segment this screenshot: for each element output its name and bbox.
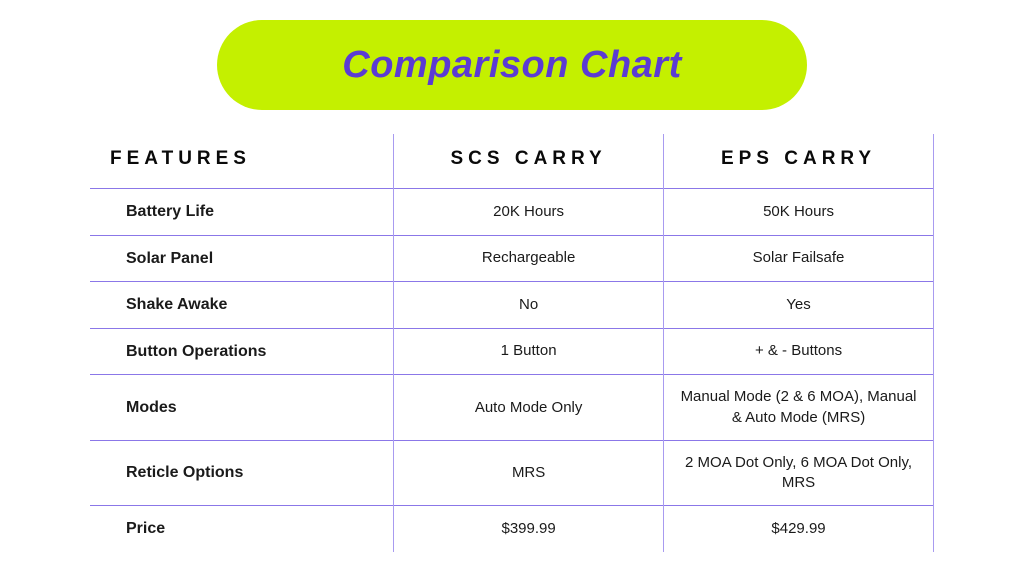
eps-value: Solar Failsafe <box>664 235 934 282</box>
scs-value: Rechargeable <box>394 235 664 282</box>
table-row: Shake Awake No Yes <box>90 282 934 329</box>
eps-value: 50K Hours <box>664 189 934 236</box>
eps-value: $429.99 <box>664 506 934 552</box>
eps-value: 2 MOA Dot Only, 6 MOA Dot Only, MRS <box>664 440 934 506</box>
col-header-scs: SCS CARRY <box>394 134 664 189</box>
title-pill: Comparison Chart <box>217 20 807 110</box>
eps-value: + & - Buttons <box>664 328 934 375</box>
col-header-features: FEATURES <box>90 134 394 189</box>
scs-value: Auto Mode Only <box>394 375 664 441</box>
scs-value: No <box>394 282 664 329</box>
table-row: Button Operations 1 Button + & - Buttons <box>90 328 934 375</box>
table-row: Reticle Options MRS 2 MOA Dot Only, 6 MO… <box>90 440 934 506</box>
scs-value: MRS <box>394 440 664 506</box>
table-row: Battery Life 20K Hours 50K Hours <box>90 189 934 236</box>
feature-label: Button Operations <box>90 328 394 375</box>
table-row: Solar Panel Rechargeable Solar Failsafe <box>90 235 934 282</box>
eps-value: Manual Mode (2 & 6 MOA), Manual & Auto M… <box>664 375 934 441</box>
feature-label: Reticle Options <box>90 440 394 506</box>
scs-value: 1 Button <box>394 328 664 375</box>
feature-label: Battery Life <box>90 189 394 236</box>
scs-value: $399.99 <box>394 506 664 552</box>
chart-title: Comparison Chart <box>342 44 681 87</box>
feature-label: Price <box>90 506 394 552</box>
table-row: Modes Auto Mode Only Manual Mode (2 & 6 … <box>90 375 934 441</box>
feature-label: Shake Awake <box>90 282 394 329</box>
comparison-table: FEATURES SCS CARRY EPS CARRY Battery Lif… <box>90 134 934 552</box>
col-header-eps: EPS CARRY <box>664 134 934 189</box>
scs-value: 20K Hours <box>394 189 664 236</box>
eps-value: Yes <box>664 282 934 329</box>
table-header-row: FEATURES SCS CARRY EPS CARRY <box>90 134 934 189</box>
table-row: Price $399.99 $429.99 <box>90 506 934 552</box>
feature-label: Solar Panel <box>90 235 394 282</box>
feature-label: Modes <box>90 375 394 441</box>
